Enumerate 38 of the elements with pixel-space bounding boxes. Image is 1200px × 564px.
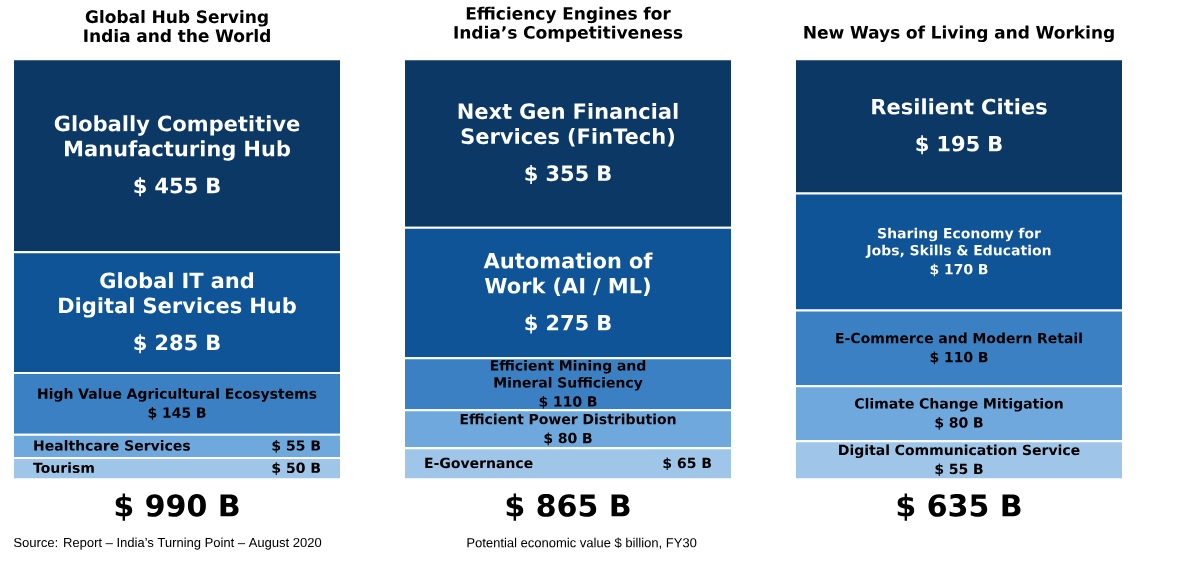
data-label: $ 80 B	[544, 432, 592, 446]
series-label: Automation of Work (AI / ML)	[483, 252, 653, 297]
series-label: Climate Change Mitigation	[855, 397, 1063, 412]
data-label: $ 275 B	[525, 314, 611, 334]
chart-title: New Ways of Living and Working	[804, 25, 1114, 43]
text: $ 865 B	[506, 493, 630, 521]
series-label: Globally Competitive Manufacturing Hub	[54, 115, 300, 161]
chart-title: Efficiency Engines for India’s Competitiveness	[454, 6, 683, 43]
data-label: $ 285 B	[134, 334, 220, 354]
data-label: $ 80 B	[935, 416, 983, 430]
series-label: Next Gen Financial Services (FinTech)	[458, 102, 678, 147]
series-label: Efficient Power Distribution	[460, 413, 676, 425]
data-label: $ 50 B	[272, 462, 321, 475]
series-label: Global IT and Digital Services Hub	[59, 272, 296, 318]
source-note: Source: Report – India’s Turning Point – August 2020	[14, 537, 322, 550]
chart-title: Global Hub Serving India and the World	[84, 9, 270, 43]
data-label: $ 455 B	[134, 177, 220, 197]
series-label: Digital Communication Service	[839, 444, 1080, 458]
series-label: Resilient Cities	[872, 98, 1047, 115]
text: $ 990 B	[115, 493, 239, 521]
series-label: High Value Agricultural Ecosystems	[38, 387, 317, 402]
data-label: $ 170 B	[930, 263, 988, 277]
data-label: $ 110 B	[539, 395, 597, 409]
series-label: Efficient Mining and Mineral Sufficiency	[490, 359, 646, 391]
series-label: E-Governance	[425, 457, 533, 469]
series-label: Healthcare Services	[34, 439, 190, 451]
series-label: Sharing Economy for Jobs, Skills & Education	[865, 227, 1051, 258]
data-label: $ 145 B	[148, 406, 206, 420]
data-label: $ 55 B	[272, 439, 321, 453]
data-label: $ 55 B	[935, 463, 983, 477]
series-label: Tourism	[33, 462, 94, 473]
data-label: $ 195 B	[916, 135, 1002, 155]
data-label: $ 65 B	[663, 457, 712, 471]
text: $ 635 B	[897, 493, 1021, 521]
text: Potential economic value $ billion, FY30	[467, 537, 697, 549]
series-label: E-Commerce and Modern Retail	[836, 332, 1082, 344]
data-label: $ 355 B	[525, 164, 611, 184]
data-label: $ 110 B	[930, 351, 988, 365]
